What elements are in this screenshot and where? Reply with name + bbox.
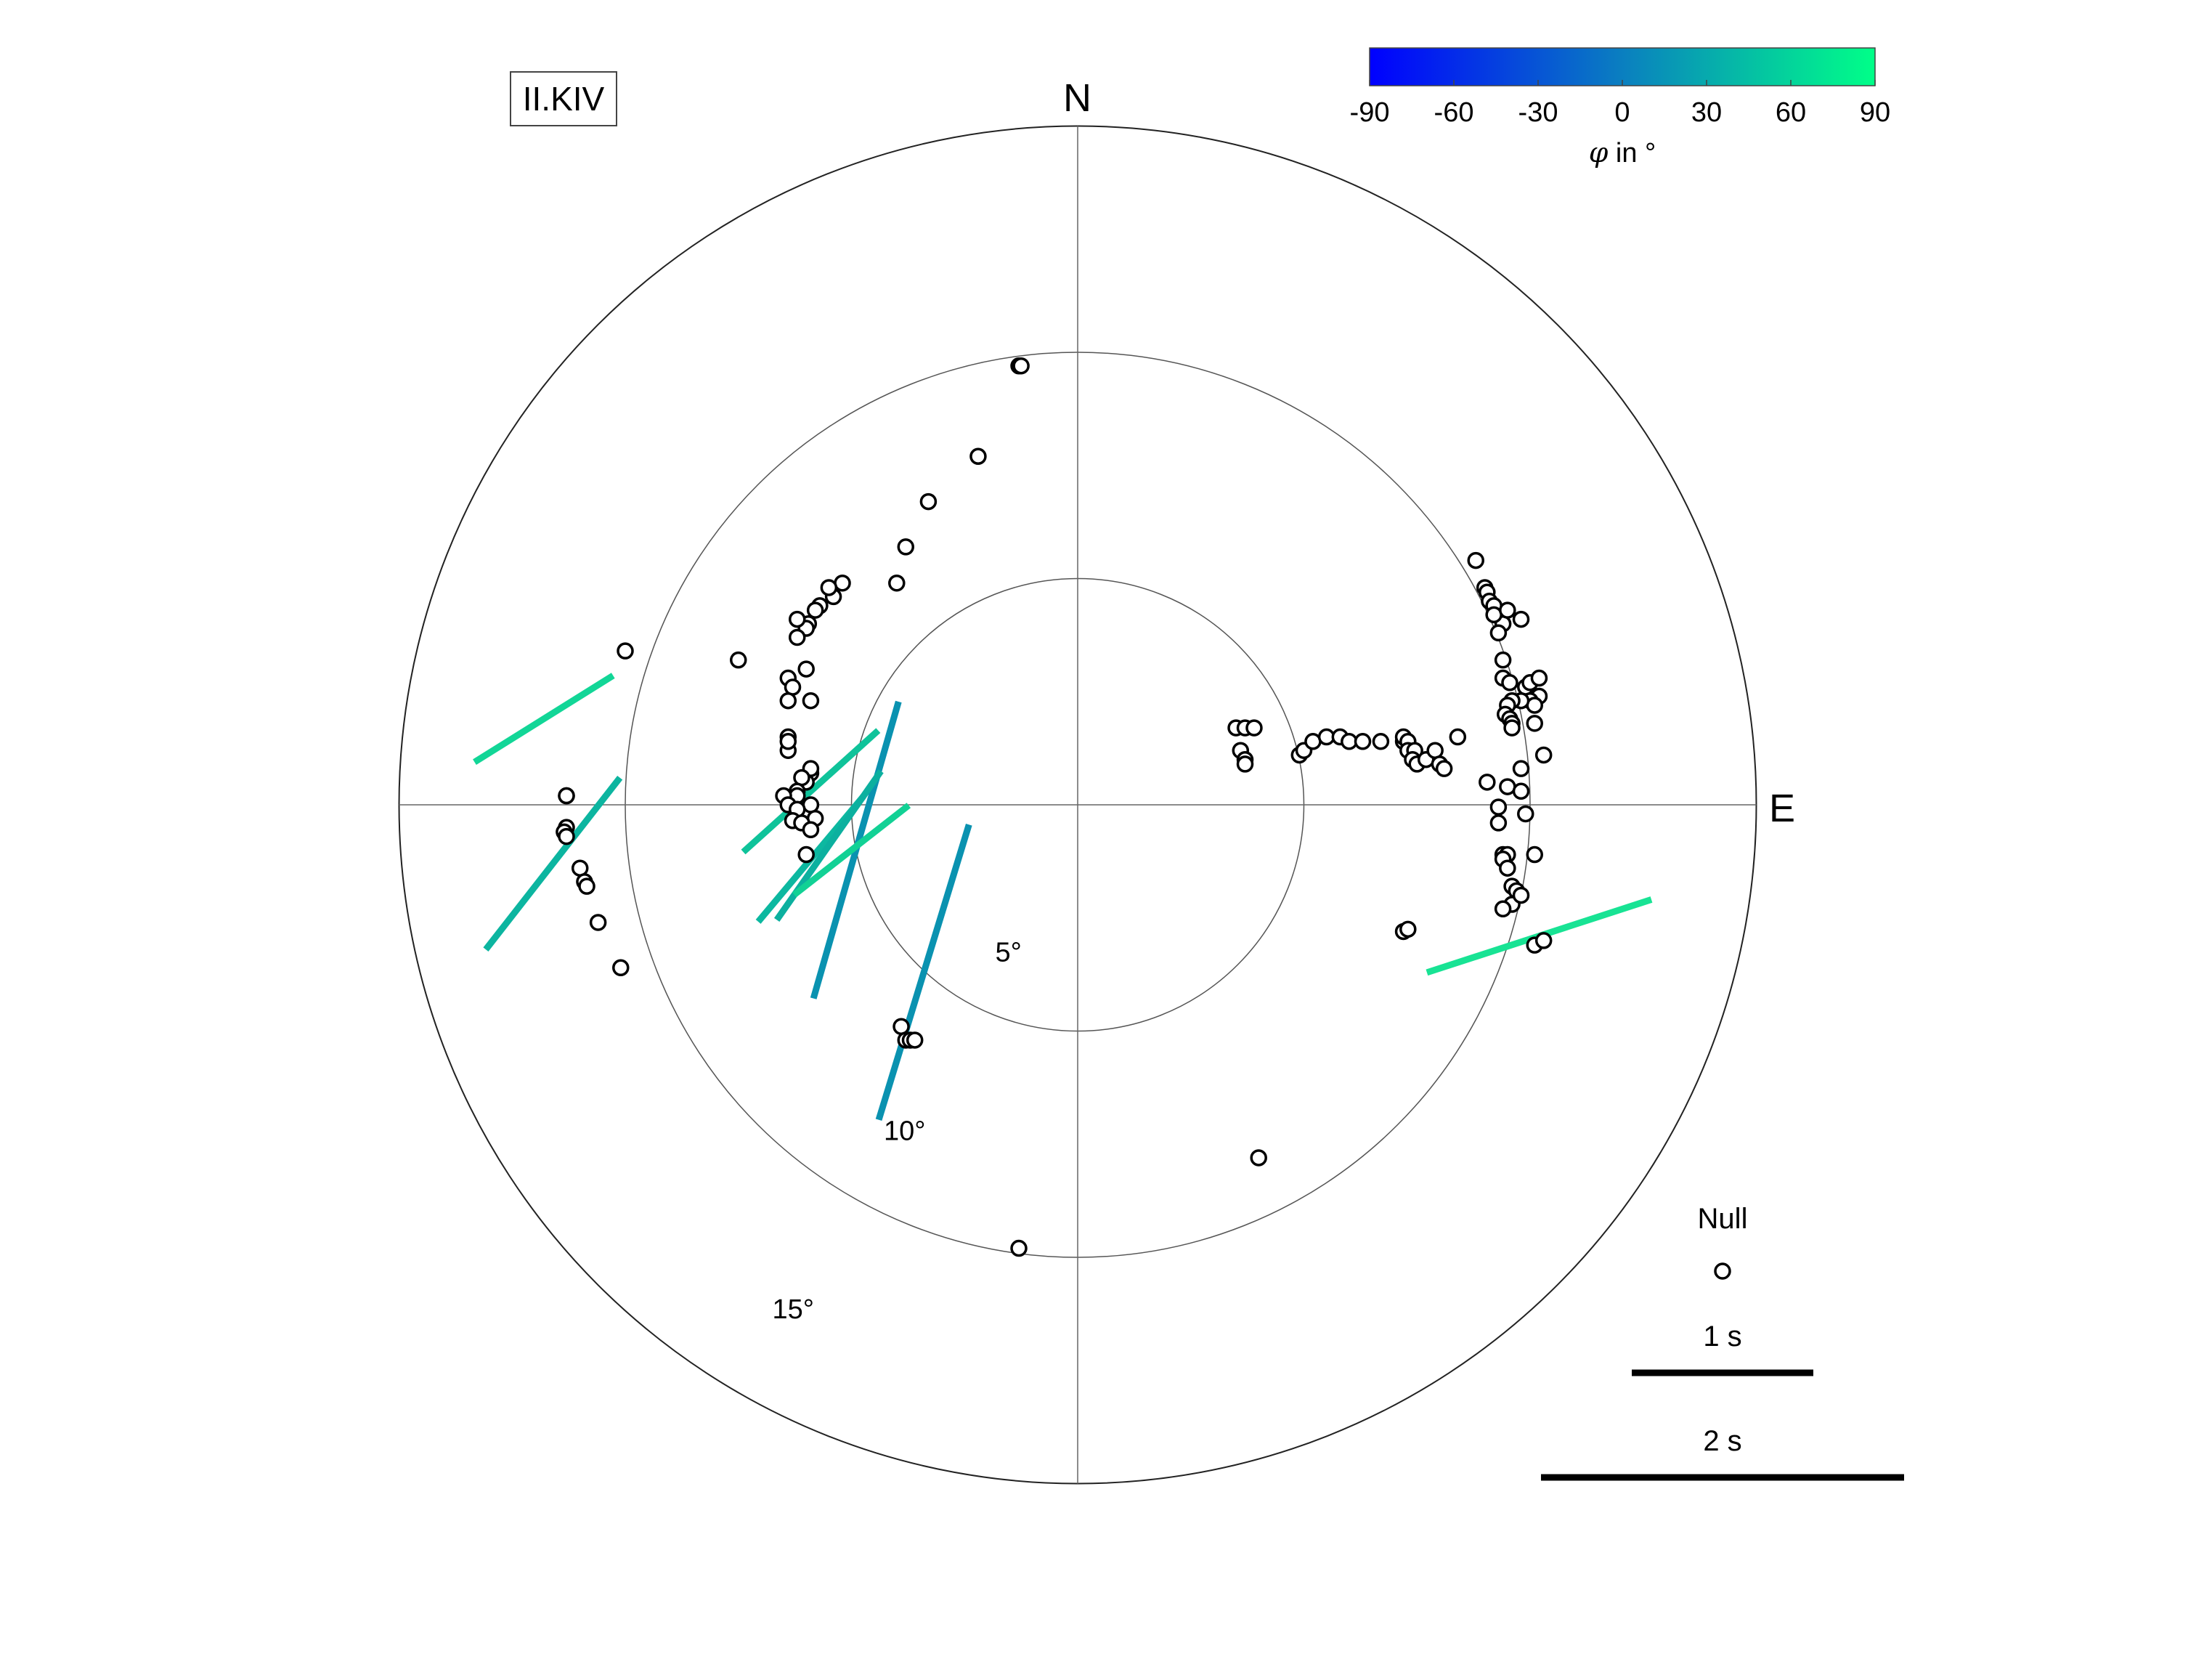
null-point [1399, 920, 1417, 938]
colorbar-tick-label: 0 [1614, 97, 1630, 128]
null-point [788, 628, 806, 646]
null-point [802, 691, 820, 710]
colorbar-tick-label: -30 [1518, 97, 1558, 128]
split-bar-6 [473, 673, 615, 766]
null-point [779, 691, 797, 710]
null-point [1449, 728, 1467, 746]
legend-null-marker [1714, 1262, 1731, 1280]
null-point [969, 447, 987, 466]
null-point [1010, 1239, 1028, 1257]
null-point [888, 574, 906, 592]
station-label: II.KIV [510, 71, 617, 126]
ring-label-10: 10° [884, 1116, 925, 1146]
colorbar-tick-label: -60 [1434, 97, 1474, 128]
null-point [802, 821, 820, 839]
null-point [1489, 624, 1508, 642]
null-point [779, 733, 797, 750]
null-point [1499, 601, 1516, 619]
null-point [1372, 733, 1390, 750]
null-point [617, 642, 634, 660]
null-point [1479, 774, 1496, 791]
null-point [1503, 719, 1521, 737]
null-point [797, 845, 815, 864]
null-point [558, 787, 575, 805]
null-point [1526, 845, 1543, 864]
north-label: N [1063, 76, 1091, 120]
null-point [1501, 674, 1518, 691]
ring-label-5: 5° [995, 938, 1021, 968]
split-bar-7 [483, 776, 623, 952]
null-point [1494, 900, 1512, 918]
colorbar [1369, 47, 1876, 86]
null-point [1494, 651, 1512, 669]
colorbar-tick-label: 30 [1691, 97, 1723, 128]
split-bar-0 [875, 823, 972, 1121]
null-point [612, 959, 630, 977]
null-point [1517, 805, 1534, 823]
null-point [1012, 357, 1030, 375]
legend-scale-1-label: 1 s [1703, 1321, 1742, 1352]
null-point [1530, 669, 1548, 687]
colorbar-tick-label: -90 [1349, 97, 1390, 128]
split-bar-5 [792, 803, 911, 898]
colorbar-tick-label: 60 [1775, 97, 1807, 128]
null-point [1499, 859, 1516, 877]
phi-symbol: φ [1588, 137, 1609, 169]
null-point [1245, 719, 1263, 737]
colorbar-label: φ in ° [1589, 137, 1656, 169]
null-point [806, 601, 824, 619]
ring-labels: 5° 10° 15° [772, 938, 1021, 1325]
colorbar-tick-label: 90 [1859, 97, 1891, 128]
legend-scale-2-label: 2 s [1703, 1425, 1742, 1457]
null-point [1512, 886, 1530, 904]
null-point [1467, 551, 1484, 569]
null-point [906, 1031, 924, 1049]
cross-axes [399, 126, 1757, 1484]
east-label: E [1769, 787, 1796, 830]
split-bar-4 [773, 769, 884, 922]
null-point [578, 877, 595, 895]
null-point [1489, 798, 1508, 816]
null-point [788, 610, 806, 628]
null-point [1512, 782, 1530, 800]
colorbar-unit: in ° [1615, 138, 1656, 169]
null-point [897, 538, 915, 556]
null-markers [556, 357, 1553, 1257]
split-bar-2 [741, 728, 881, 855]
null-point [820, 579, 838, 596]
null-point [1534, 932, 1553, 949]
null-point [919, 492, 938, 511]
null-point [1512, 760, 1530, 777]
legend-null-label: Null [1697, 1203, 1748, 1235]
legend [1369, 80, 1904, 1481]
ring-label-15: 15° [772, 1294, 813, 1325]
split-bars [473, 673, 1653, 1121]
null-point [730, 651, 747, 669]
null-point [1354, 733, 1372, 750]
null-point [1250, 1149, 1267, 1167]
null-point [1512, 610, 1530, 628]
null-point [1435, 760, 1453, 777]
null-point [589, 914, 607, 931]
null-point [797, 660, 815, 678]
null-point [1489, 814, 1508, 832]
null-point [1526, 715, 1543, 732]
null-point [1534, 746, 1553, 764]
null-point [1236, 755, 1254, 773]
null-point [558, 827, 575, 845]
